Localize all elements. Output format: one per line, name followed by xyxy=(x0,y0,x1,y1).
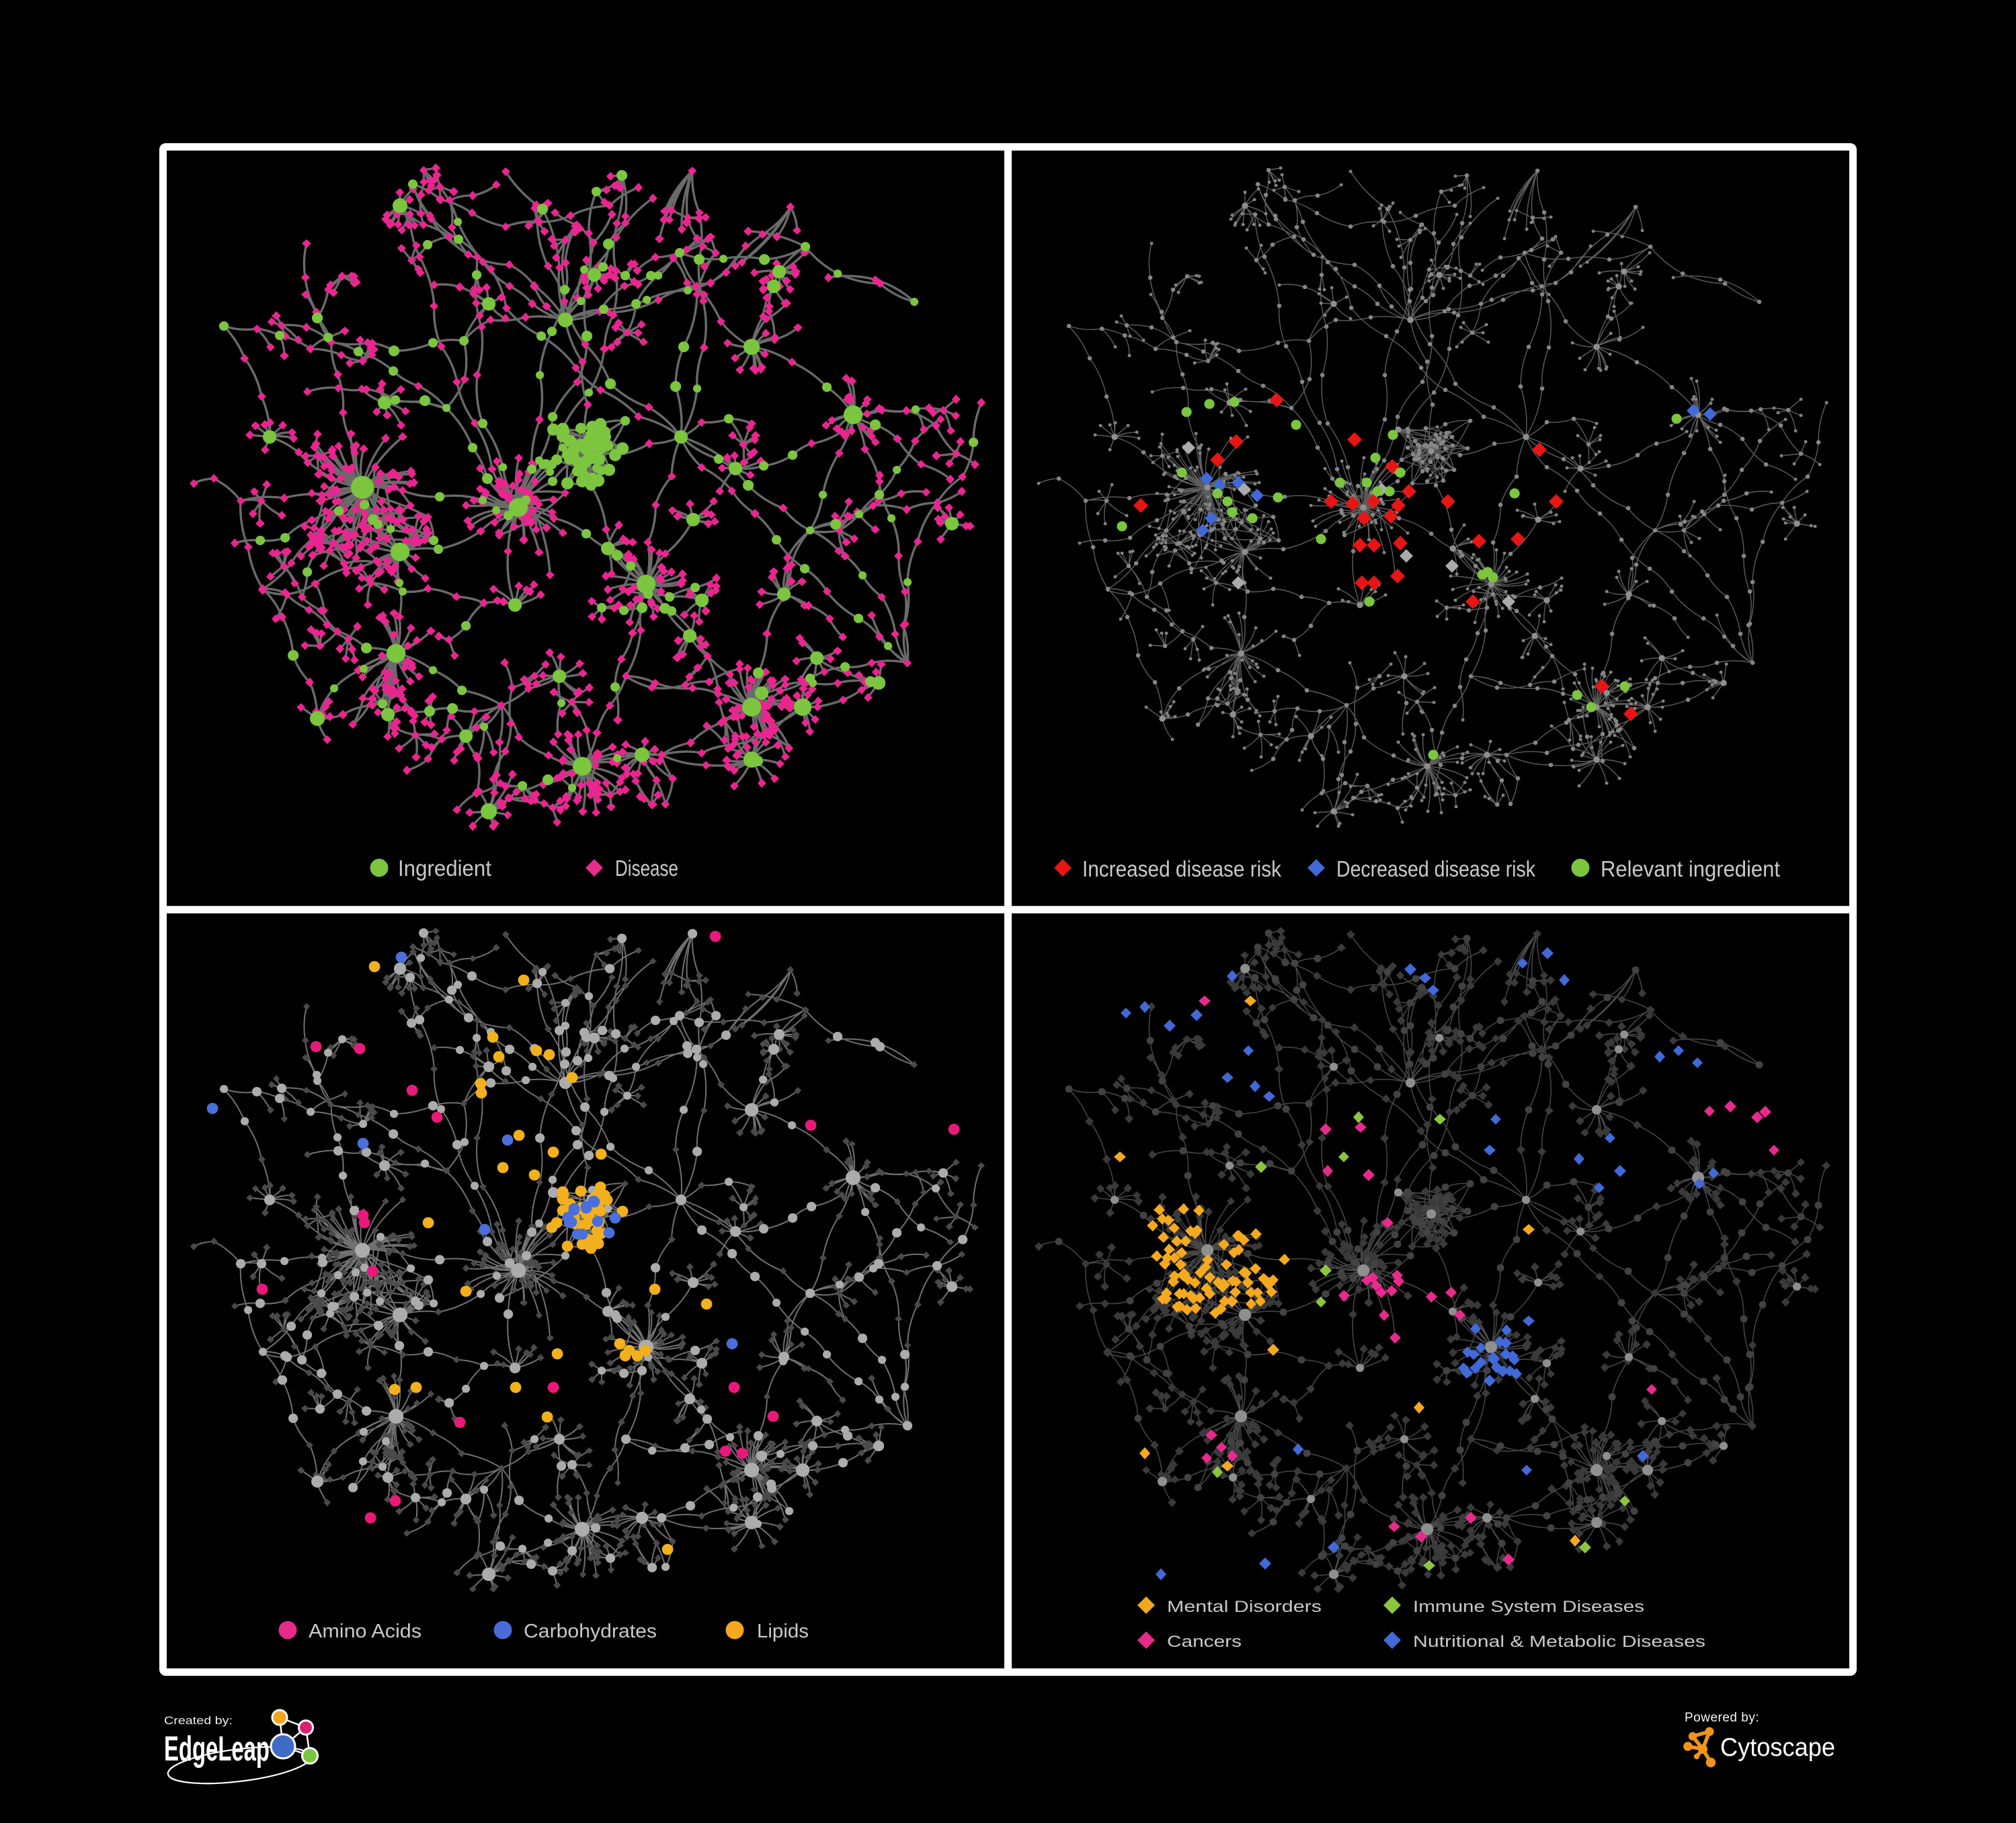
svg-text:Lipids: Lipids xyxy=(757,1621,809,1642)
svg-text:Relevant ingredient: Relevant ingredient xyxy=(1601,856,1780,881)
svg-text:Mental Disorders: Mental Disorders xyxy=(1167,1598,1322,1616)
svg-text:Nutritional & Metabolic Diseas: Nutritional & Metabolic Diseases xyxy=(1413,1633,1705,1651)
svg-text:Carbohydrates: Carbohydrates xyxy=(524,1621,657,1642)
svg-text:Increased disease risk: Increased disease risk xyxy=(1082,856,1281,881)
svg-text:Cytoscape: Cytoscape xyxy=(1720,1734,1835,1762)
svg-text:Powered by:: Powered by: xyxy=(1685,1711,1759,1725)
svg-text:Immune System Diseases: Immune System Diseases xyxy=(1413,1598,1644,1616)
svg-text:Amino Acids: Amino Acids xyxy=(309,1621,421,1642)
svg-text:Cancers: Cancers xyxy=(1167,1633,1242,1651)
svg-text:Disease: Disease xyxy=(615,856,678,881)
svg-text:Created by:: Created by: xyxy=(164,1714,233,1727)
svg-text:Ingredient: Ingredient xyxy=(398,856,491,881)
svg-text:Decreased disease risk: Decreased disease risk xyxy=(1336,856,1535,881)
